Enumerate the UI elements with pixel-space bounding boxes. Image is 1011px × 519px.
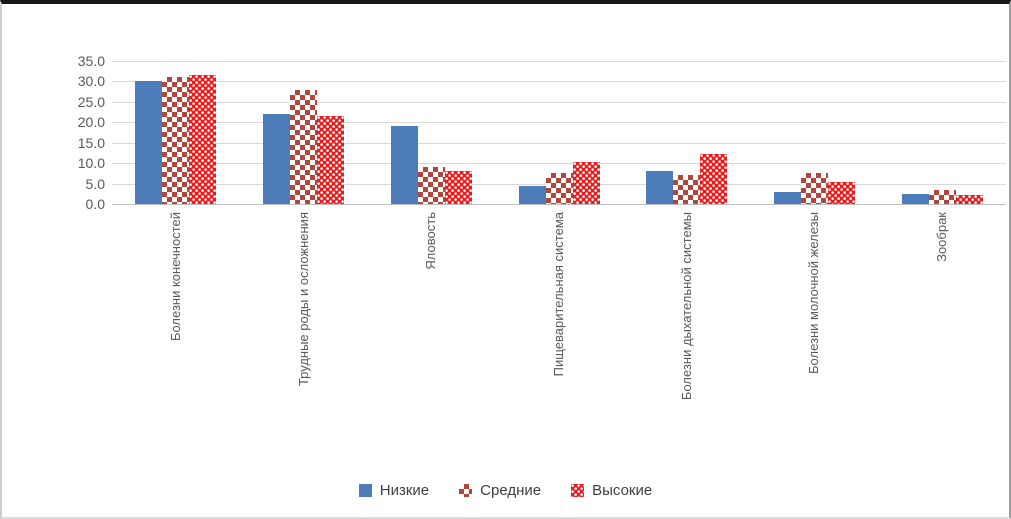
category-label: Болезни конечностей [167, 212, 184, 346]
bar-solid-series0-cat0 [135, 81, 163, 204]
category-label: Пищеварительная система [550, 212, 567, 381]
category-label-text: Болезни дыхательной системы [678, 212, 694, 401]
category-label-text: Болезни молочной железы [806, 212, 822, 374]
bar-dots-series2-cat6 [955, 194, 983, 204]
bar-checker-series1-cat0 [162, 77, 190, 204]
bar-dots-series2-cat1 [317, 116, 345, 204]
y-tick-label: 15.0 [77, 134, 105, 151]
category-label-text: Болезни конечностей [167, 212, 183, 342]
legend-marker-dots-icon [571, 484, 585, 497]
legend-item-0: Низкие [358, 482, 430, 499]
bar-solid-series0-cat6 [901, 193, 929, 204]
category-label: Болезни молочной железы [805, 212, 822, 379]
legend-label: Высокие [592, 482, 653, 499]
y-tick-label: 20.0 [77, 114, 105, 131]
category-label: Зообрак [933, 212, 950, 267]
legend-marker-solid-icon [358, 484, 372, 497]
bar-checker-series1-cat1 [290, 89, 318, 204]
category-label-text: Пищеварительная система [551, 212, 566, 377]
category-label-text: Трудные роды и осложнения [295, 212, 311, 387]
gridline [112, 122, 1006, 124]
bar-dots-series2-cat4 [700, 153, 728, 204]
gridline [112, 101, 1006, 103]
legend-item-1: Средние [459, 482, 541, 499]
bar-solid-series0-cat1 [263, 114, 291, 204]
y-tick-label: 25.0 [77, 93, 105, 110]
y-tick-label: 10.0 [77, 155, 105, 172]
category-label-text: Яловость [423, 212, 439, 270]
category-label: Трудные роды и осложнения [295, 212, 312, 391]
y-tick-label: 0.0 [85, 196, 105, 212]
bar-checker-series1-cat5 [800, 173, 828, 204]
gridline [112, 81, 1006, 83]
bar-solid-series0-cat5 [773, 191, 801, 204]
bar-solid-series0-cat2 [390, 126, 418, 204]
legend: Низкие Средние Высокие [2, 482, 1009, 499]
bar-dots-series2-cat5 [827, 181, 855, 204]
x-axis-line [112, 204, 1006, 205]
gridline [112, 61, 1006, 62]
category-label: Болезни дыхательной системы [678, 212, 695, 405]
bar-dots-series2-cat0 [189, 75, 217, 204]
gridline [112, 163, 1006, 165]
gridline [112, 142, 1006, 144]
legend-label: Низкие [379, 482, 430, 499]
y-tick-label: 5.0 [85, 175, 105, 192]
bar-solid-series0-cat3 [518, 185, 546, 204]
bar-checker-series1-cat3 [545, 173, 573, 204]
category-label-text: Зообрак [934, 212, 950, 262]
bar-dots-series2-cat3 [572, 161, 600, 204]
bar-checker-series1-cat4 [673, 175, 701, 204]
bar-checker-series1-cat6 [928, 189, 956, 204]
bar-dots-series2-cat2 [444, 171, 472, 204]
legend-label: Средние [480, 482, 542, 499]
legend-marker-checker-icon [459, 484, 473, 497]
legend-item-2: Высокие [571, 482, 652, 499]
y-tick-label: 35.0 [77, 53, 105, 69]
y-tick-label: 30.0 [77, 73, 105, 90]
bar-checker-series1-cat2 [417, 167, 445, 204]
category-label: Яловость [422, 212, 439, 275]
bar-solid-series0-cat4 [646, 171, 674, 204]
